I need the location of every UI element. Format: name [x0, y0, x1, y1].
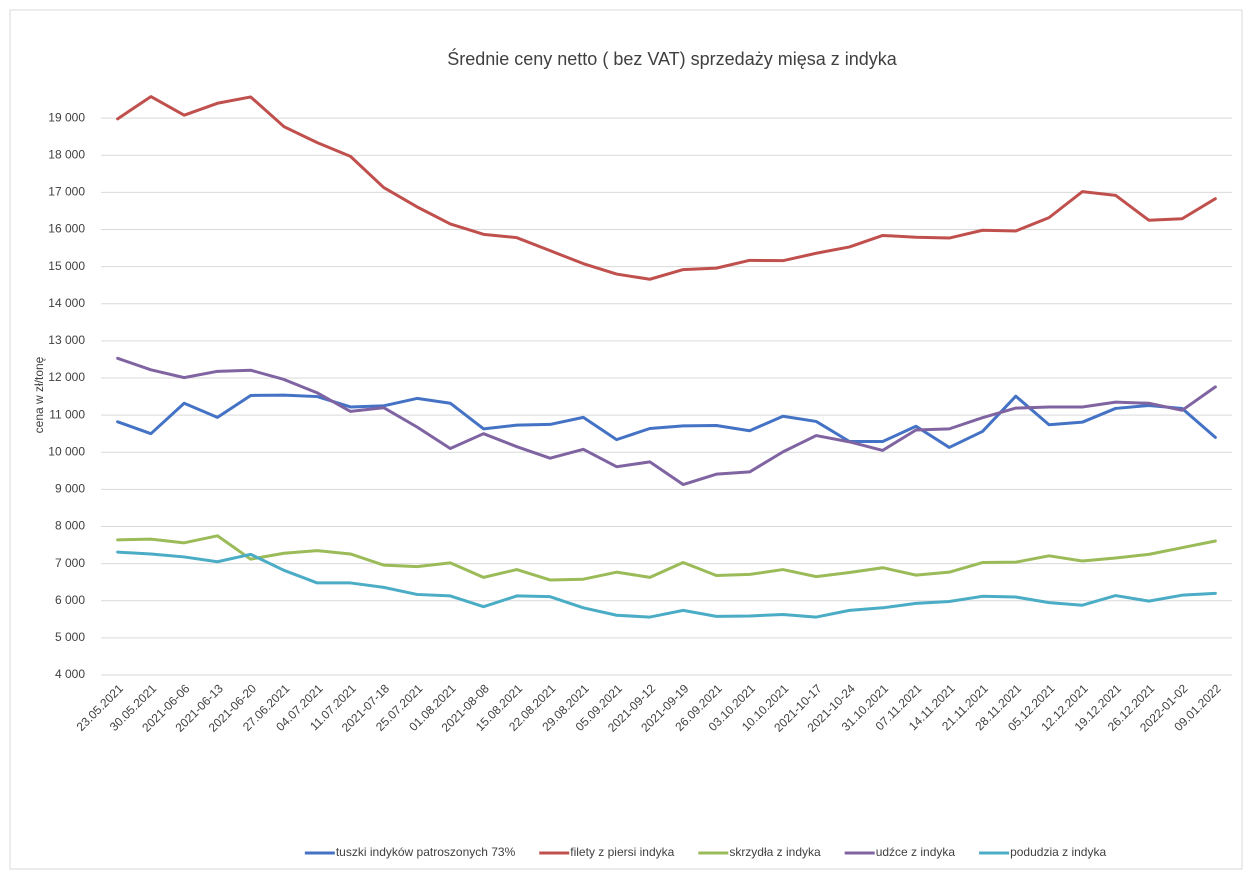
- chart-title: Średnie ceny netto ( bez VAT) sprzedaży …: [447, 48, 898, 69]
- series-line: [116, 534, 1217, 582]
- legend-label: udźce z indyka: [876, 845, 956, 859]
- y-tick-label: 17 000: [48, 185, 85, 199]
- legend-label: filety z piersi indyka: [570, 845, 674, 859]
- chart-frame: [9, 9, 1243, 870]
- series-line: [116, 550, 1217, 619]
- y-tick-label: 16 000: [48, 222, 85, 236]
- legend-label: podudzia z indyka: [1010, 845, 1106, 859]
- y-tick-label: 8 000: [55, 519, 85, 533]
- y-tick-label: 11 000: [49, 407, 85, 421]
- y-tick-label: 10 000: [48, 444, 85, 458]
- series-line: [116, 356, 1217, 487]
- legend-label: tuszki indyków patroszonych 73%: [336, 845, 516, 859]
- y-tick-label: 6 000: [55, 593, 85, 607]
- y-tick-label: 15 000: [48, 259, 85, 273]
- y-tick-label: 13 000: [48, 333, 85, 347]
- y-tick-label: 7 000: [55, 556, 85, 570]
- y-axis-label: cena w zł/tonę: [32, 356, 46, 433]
- y-tick-label: 19 000: [48, 110, 85, 124]
- y-tick-label: 18 000: [48, 147, 85, 161]
- y-tick-label: 12 000: [48, 370, 85, 384]
- legend-label: skrzydła z indyka: [729, 845, 821, 859]
- y-tick-label: 14 000: [48, 296, 85, 310]
- series-line: [116, 95, 1217, 281]
- y-tick-label: 4 000: [55, 667, 85, 681]
- y-tick-label: 9 000: [55, 482, 85, 496]
- y-tick-label: 5 000: [55, 630, 85, 644]
- series-line: [116, 393, 1217, 449]
